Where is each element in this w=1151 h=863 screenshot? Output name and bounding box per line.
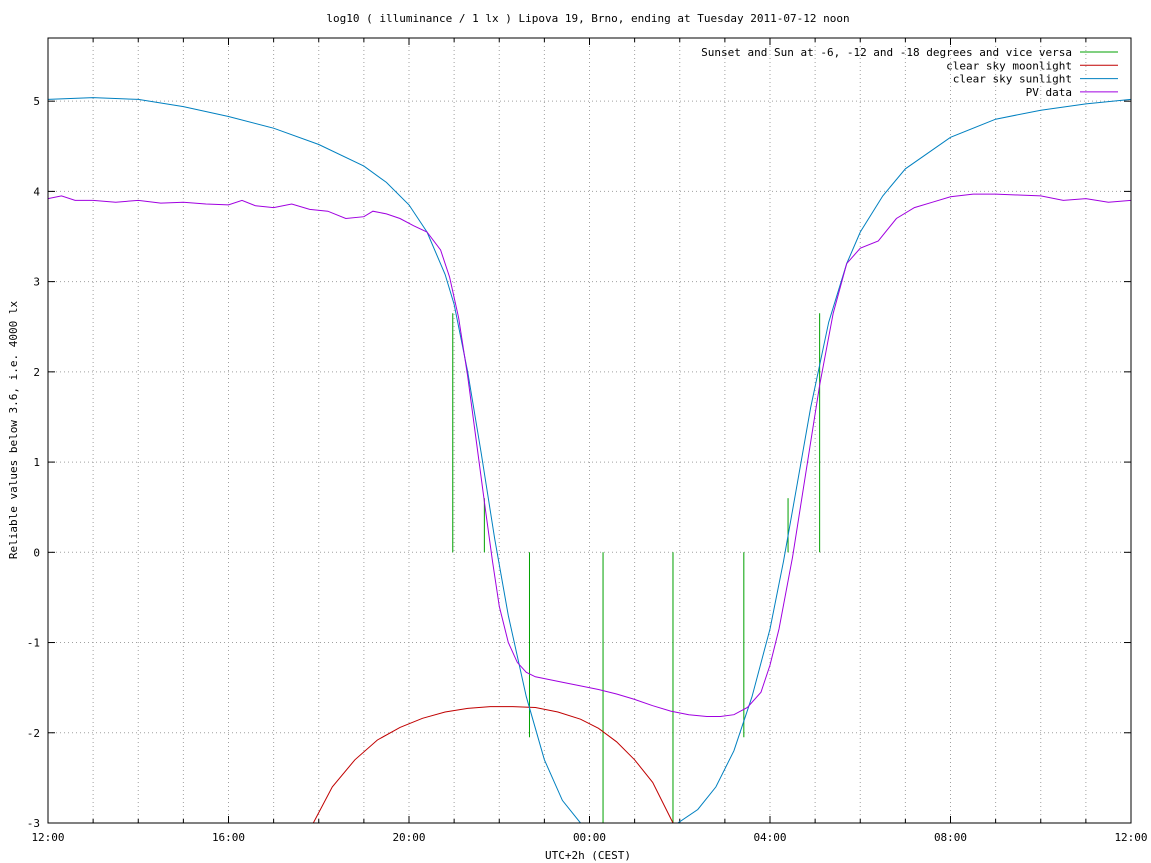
- y-tick-label: 4: [33, 185, 40, 198]
- plot-frame: [47, 37, 1132, 824]
- series-line: [48, 193, 1131, 717]
- y-tick-label: 3: [33, 276, 40, 289]
- legend-label: PV data: [1026, 86, 1072, 99]
- x-tick-label: 12:00: [31, 831, 64, 844]
- x-tick-label: 16:00: [212, 831, 245, 844]
- series-line: [312, 706, 674, 823]
- legend-label: Sunset and Sun at -6, -12 and -18 degree…: [701, 46, 1072, 59]
- x-axis-label: UTC+2h (CEST): [545, 849, 631, 862]
- y-tick-label: 0: [33, 546, 40, 559]
- axis-ticks: 12:00 16:00 20:00 00:00 04:00 08:00 12:00 5 4 3 2 1…: [27, 38, 1148, 844]
- legend-label: clear sky moonlight: [946, 59, 1072, 72]
- x-tick-label: 00:00: [573, 831, 606, 844]
- series-0: [452, 313, 821, 823]
- chart-title: log10 ( illuminance / 1 lx ) Lipova 19, …: [326, 12, 849, 25]
- x-tick-label: 12:00: [1114, 831, 1147, 844]
- x-tick-label: 20:00: [392, 831, 425, 844]
- y-tick-label: -2: [27, 727, 40, 740]
- grid: [48, 38, 1131, 823]
- y-tick-label: 2: [33, 366, 40, 379]
- series-3: [48, 193, 1131, 717]
- y-tick-label: 5: [33, 95, 40, 108]
- legend: Sunset and Sun at -6, -12 and -18 degree…: [701, 46, 1118, 99]
- series-1: [312, 706, 674, 823]
- series-line: [48, 97, 1131, 823]
- legend-label: clear sky sunlight: [953, 73, 1072, 86]
- y-axis-label: Reliable values below 3.6, i.e. 4000 lx: [7, 300, 20, 559]
- series: [48, 97, 1131, 823]
- y-tick-label: 1: [33, 456, 40, 469]
- y-tick-label: -3: [27, 817, 40, 830]
- x-tick-label: 04:00: [753, 831, 786, 844]
- y-tick-label: -1: [27, 637, 40, 650]
- x-tick-label: 08:00: [934, 831, 967, 844]
- series-2: [48, 97, 1131, 823]
